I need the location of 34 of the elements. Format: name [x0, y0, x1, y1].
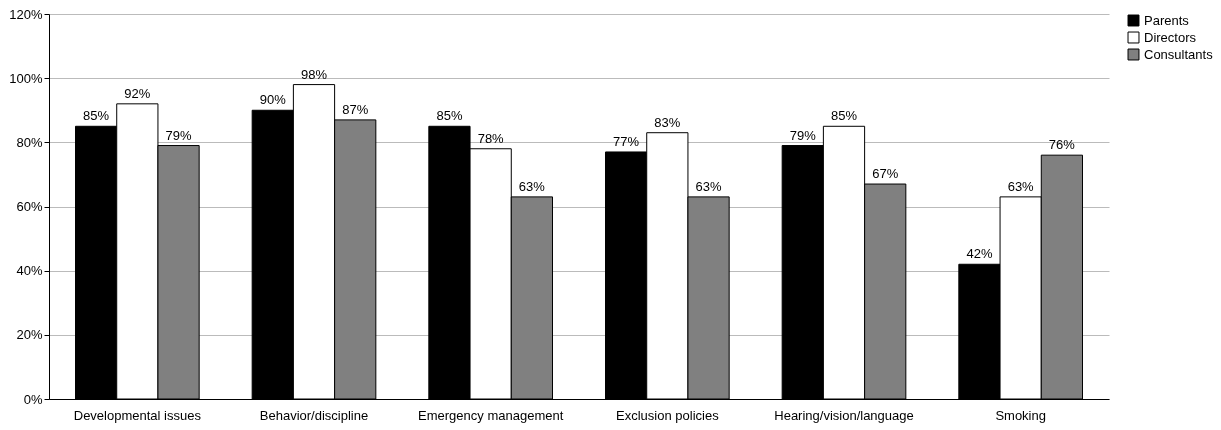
data-label: 85% [830, 108, 858, 124]
legend-label: Parents [1144, 12, 1190, 28]
data-label: 63% [518, 178, 546, 194]
data-label: 78% [477, 130, 505, 146]
x-tick-label: Hearing/vision/language [774, 407, 914, 423]
y-tick-label: 40% [16, 263, 43, 279]
x-tick-label: Emergency management [418, 407, 564, 423]
y-tick-label: 80% [16, 134, 43, 150]
data-label: 79% [165, 127, 192, 143]
x-tick-label: Behavior/discipline [259, 407, 369, 423]
data-label: 67% [872, 166, 899, 182]
data-label: 63% [695, 178, 722, 194]
x-tick-label: Smoking [995, 407, 1046, 423]
data-label: 98% [300, 66, 328, 82]
data-label: 87% [342, 101, 369, 117]
legend-label: Consultants [1144, 46, 1214, 62]
data-label: 77% [613, 133, 640, 149]
y-tick-label: 120% [9, 6, 43, 22]
legend-label: Directors [1144, 29, 1197, 45]
x-tick-label: Exclusion policies [616, 407, 720, 423]
data-label: 83% [654, 114, 681, 130]
data-label: 85% [83, 108, 110, 124]
data-label: 90% [259, 92, 287, 108]
y-tick-label: 0% [23, 391, 43, 407]
y-tick-label: 100% [9, 70, 43, 86]
data-label: 63% [1007, 178, 1035, 194]
y-tick-label: 60% [16, 199, 43, 214]
data-label: 42% [966, 246, 993, 262]
data-label: 85% [436, 108, 463, 124]
data-label: 79% [789, 127, 817, 143]
x-tick-label: Developmental issues [73, 407, 202, 423]
data-label: 76% [1048, 137, 1076, 153]
y-tick-label: 20% [16, 327, 43, 343]
data-label: 92% [124, 85, 151, 101]
